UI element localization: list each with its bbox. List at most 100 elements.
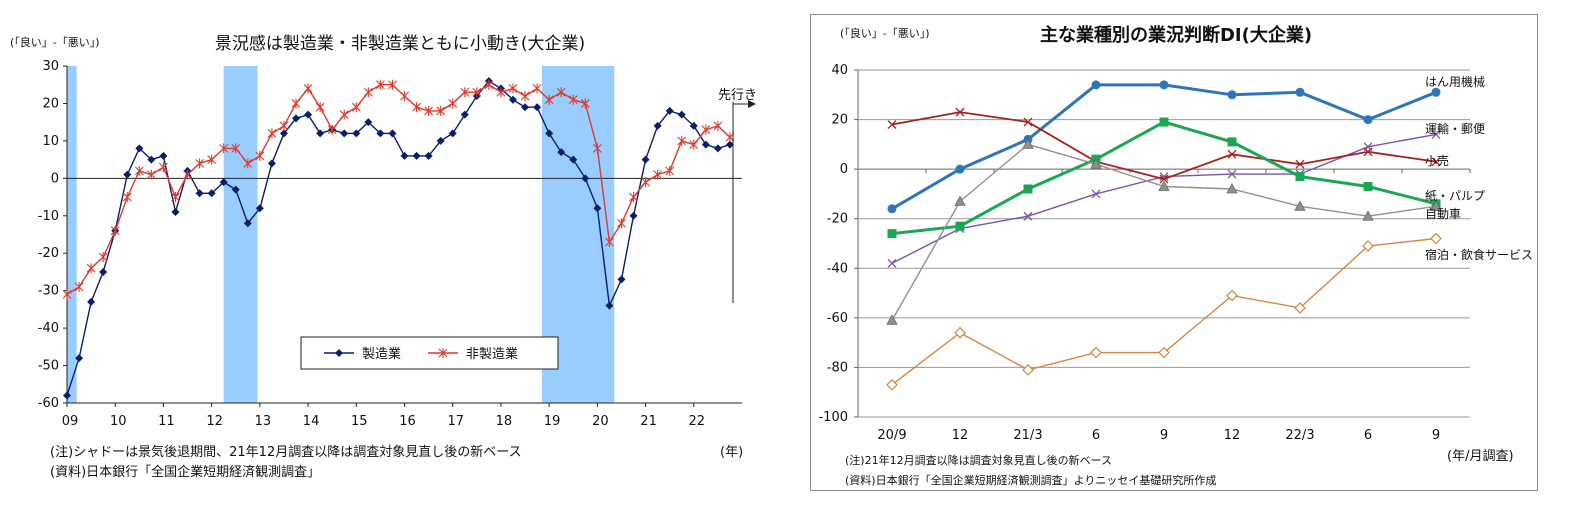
series-4-point-2 — [1022, 138, 1034, 149]
series-0-point-17 — [267, 159, 276, 168]
series-1-point-6 — [134, 165, 144, 176]
series-0-point-47 — [629, 211, 638, 220]
x-tick-label-13: 22 — [689, 414, 706, 429]
series-1-point-48 — [641, 177, 650, 188]
series-1-point-2 — [86, 263, 96, 274]
series-0-point-0 — [63, 391, 71, 400]
series-2-point-5 — [1227, 149, 1237, 159]
series-0-point-7 — [147, 155, 156, 164]
series-0-point-26 — [376, 129, 385, 138]
forecast-arrow-head — [748, 100, 756, 108]
shadow-band-1 — [223, 66, 258, 403]
series-0-point-3 — [99, 267, 108, 276]
chart1-legend-label-1: 非製造業 — [466, 346, 518, 362]
series-0-point-33 — [460, 110, 469, 119]
series-1-point-25 — [363, 87, 373, 98]
series-line-3 — [891, 120, 1437, 236]
series-0-point-29 — [412, 151, 421, 160]
series-1-point-16 — [255, 150, 265, 161]
series-0-point-9 — [171, 208, 180, 217]
chart2-ylabel: (「良い」-「悪い」) — [840, 26, 930, 40]
y-tick-label-8: 20 — [42, 96, 59, 111]
x-tick-label-5: 14 — [303, 414, 320, 429]
series-1-point-21 — [315, 102, 325, 113]
series-3-point-2 — [1023, 184, 1033, 194]
y-tick-label-2: -40 — [38, 321, 59, 336]
y-tick-label-3: -40 — [827, 261, 848, 276]
series-0-point-15 — [243, 219, 252, 228]
series-0-point-43 — [581, 174, 590, 183]
series-1-point-52 — [689, 139, 699, 150]
series-2-point-6 — [1295, 159, 1305, 169]
chart2-series — [886, 80, 1442, 391]
series-line-5 — [891, 237, 1437, 386]
series-1-point-33 — [460, 87, 470, 98]
series-0-point-6 — [1295, 87, 1305, 97]
series-0-point-18 — [279, 129, 288, 138]
shadow-band-0 — [67, 66, 77, 403]
series-0-point-13 — [219, 178, 228, 187]
series-0-point-14 — [231, 185, 240, 194]
y-tick-label-1: -80 — [827, 360, 848, 375]
series-0-point-1 — [955, 164, 965, 174]
series-1-point-45 — [605, 236, 614, 247]
series-1-point-42 — [568, 94, 578, 105]
series-1-point-32 — [448, 98, 458, 109]
x-tick-label-8: 9 — [1432, 428, 1440, 443]
series-0-point-53 — [701, 140, 710, 149]
series-1-point-35 — [484, 79, 494, 90]
series-2-point-1 — [955, 107, 965, 117]
series-1-point-19 — [291, 98, 301, 109]
series-0-point-50 — [665, 106, 674, 115]
x-tick-label-6: 22/3 — [1285, 428, 1314, 443]
series-1-point-31 — [436, 105, 446, 116]
series-4-point-1 — [954, 195, 966, 206]
series-1-point-8 — [159, 162, 168, 173]
chart1-legend-label-0: 製造業 — [362, 346, 401, 362]
series-3-point-1 — [955, 221, 965, 231]
series-label-1: 運輸・郵便 — [1425, 121, 1485, 136]
x-tick-label-7: 16 — [399, 414, 416, 429]
series-0-point-55 — [725, 140, 734, 149]
series-1-point-28 — [400, 90, 409, 101]
series-0-point-37 — [508, 95, 517, 104]
x-tick-label-0: 20/9 — [877, 428, 906, 443]
y-tick-label-6: 20 — [831, 113, 848, 128]
series-0-point-28 — [400, 151, 409, 160]
series-0-point-27 — [388, 129, 397, 138]
series-0-point-2 — [87, 297, 96, 306]
series-1-point-30 — [424, 105, 433, 116]
series-1-point-22 — [327, 124, 337, 135]
series-0-point-32 — [448, 129, 457, 138]
series-2-point-7 — [1363, 147, 1373, 157]
series-1-point-5 — [1227, 169, 1237, 179]
x-tick-label-3: 6 — [1092, 428, 1100, 443]
series-5-point-7 — [1362, 240, 1374, 252]
legend-marker-0 — [335, 349, 343, 357]
series-1-point-5 — [122, 192, 132, 203]
series-1-point-43 — [580, 98, 590, 109]
y-tick-label-9: 30 — [42, 59, 59, 74]
y-tick-label-0: -100 — [818, 410, 848, 425]
y-tick-label-3: -30 — [38, 284, 59, 299]
x-tick-label-9: 18 — [496, 414, 513, 429]
series-1-point-14 — [231, 143, 241, 154]
x-tick-label-2: 11 — [158, 414, 175, 429]
chart1-note: (注)シャドーは景気後退期間、21年12月調査以降は調査対象見直し後の新ベース — [50, 445, 522, 460]
x-tick-label-1: 12 — [952, 428, 969, 443]
series-0-point-5 — [123, 170, 132, 179]
series-1-point-54 — [713, 120, 723, 131]
series-1-point-53 — [701, 124, 711, 135]
series-0-point-54 — [713, 144, 722, 153]
series-1-point-24 — [351, 102, 361, 113]
y-tick-label-2: -60 — [827, 311, 848, 326]
y-tick-label-7: 40 — [831, 63, 848, 78]
series-3-point-7 — [1363, 181, 1373, 191]
series-0-point-42 — [569, 155, 578, 164]
series-3-point-5 — [1227, 137, 1237, 147]
x-tick-label-4: 9 — [1160, 428, 1168, 443]
series-5-point-0 — [886, 378, 898, 391]
y-tick-label-4: -20 — [38, 246, 59, 261]
series-1-point-7 — [146, 169, 156, 180]
series-0-point-49 — [653, 121, 662, 130]
